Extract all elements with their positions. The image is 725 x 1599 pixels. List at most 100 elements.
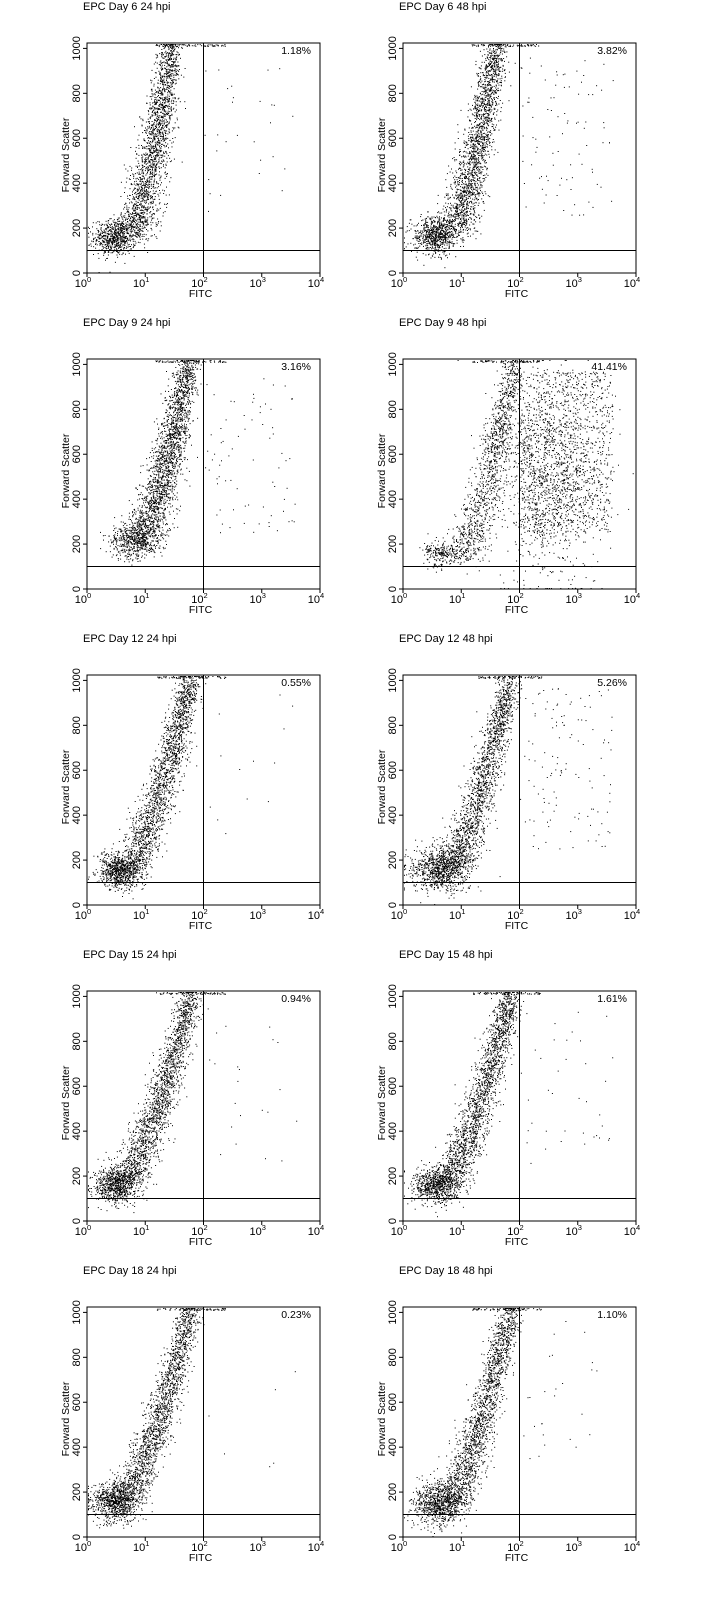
data-point	[490, 79, 492, 81]
data-point	[482, 87, 484, 89]
data-point	[162, 106, 164, 108]
data-point	[162, 44, 164, 45]
data-point	[181, 44, 183, 46]
data-point	[435, 232, 437, 234]
data-point	[138, 199, 140, 201]
data-point	[457, 138, 459, 139]
data-point	[134, 212, 136, 214]
data-point	[478, 202, 480, 204]
data-point	[147, 181, 149, 183]
data-point	[138, 178, 140, 180]
data-point	[441, 227, 443, 228]
data-point	[474, 163, 476, 165]
data-point	[170, 69, 172, 71]
data-point	[158, 186, 160, 188]
data-point	[417, 238, 419, 240]
data-point	[483, 108, 485, 110]
data-point	[175, 71, 177, 73]
data-point	[423, 234, 425, 236]
data-point	[183, 44, 185, 46]
data-point	[499, 81, 501, 83]
data-point	[145, 189, 147, 191]
data-point	[445, 255, 446, 257]
data-point	[137, 235, 139, 237]
data-point	[476, 110, 477, 112]
data-point	[478, 110, 479, 112]
data-point	[476, 135, 478, 137]
data-point	[481, 127, 483, 129]
data-point	[120, 225, 121, 227]
data-point	[120, 223, 122, 225]
data-point	[472, 143, 474, 145]
data-point	[168, 103, 170, 105]
data-point	[162, 165, 164, 167]
data-point	[449, 228, 451, 230]
data-point	[147, 137, 149, 139]
data-point	[489, 48, 491, 50]
data-point	[144, 158, 146, 160]
data-point	[125, 242, 127, 244]
data-point	[92, 222, 94, 224]
data-point	[140, 221, 142, 223]
data-point	[138, 162, 140, 164]
data-point	[144, 201, 146, 203]
data-point	[418, 240, 420, 242]
data-point	[163, 114, 165, 116]
data-point	[173, 128, 175, 130]
data-point	[487, 57, 489, 59]
data-point	[162, 133, 164, 135]
data-point	[474, 118, 476, 119]
data-point	[496, 60, 497, 62]
data-point	[163, 152, 165, 154]
data-point	[161, 146, 162, 148]
data-point	[469, 224, 471, 226]
data-point	[102, 241, 104, 243]
data-point	[488, 89, 490, 91]
data-point	[125, 240, 127, 241]
data-point	[164, 91, 166, 93]
data-point	[114, 235, 115, 237]
data-point	[174, 97, 176, 99]
data-point	[428, 242, 430, 244]
data-point	[434, 220, 436, 222]
data-point	[492, 80, 493, 82]
data-point	[136, 214, 138, 216]
data-point	[465, 141, 467, 143]
data-point	[487, 102, 489, 104]
data-point	[106, 245, 108, 247]
data-point	[148, 203, 150, 205]
data-point	[448, 236, 450, 238]
data-point	[431, 241, 433, 243]
data-point	[178, 70, 180, 72]
data-point	[151, 172, 153, 174]
data-point	[137, 165, 139, 167]
data-point	[143, 207, 145, 209]
data-point	[508, 61, 510, 63]
data-point	[184, 68, 186, 69]
data-point	[171, 142, 173, 144]
data-point	[170, 44, 172, 46]
data-point	[159, 162, 161, 164]
data-point	[124, 244, 125, 246]
data-point	[138, 169, 140, 171]
data-point	[456, 209, 458, 211]
data-point	[154, 120, 156, 121]
data-point	[477, 166, 479, 167]
data-point	[124, 241, 126, 243]
data-point	[440, 243, 442, 245]
data-point	[159, 177, 161, 179]
data-point	[111, 249, 113, 251]
data-point	[133, 255, 135, 257]
data-point	[486, 123, 488, 124]
data-point	[454, 219, 456, 221]
data-point	[467, 110, 469, 112]
data-point	[147, 222, 149, 224]
data-point	[460, 169, 462, 171]
data-point	[494, 117, 496, 119]
data-point	[209, 44, 211, 46]
data-point	[147, 135, 148, 136]
data-point	[474, 155, 476, 156]
data-point	[158, 149, 160, 151]
data-point	[423, 241, 424, 243]
data-point	[179, 54, 180, 55]
